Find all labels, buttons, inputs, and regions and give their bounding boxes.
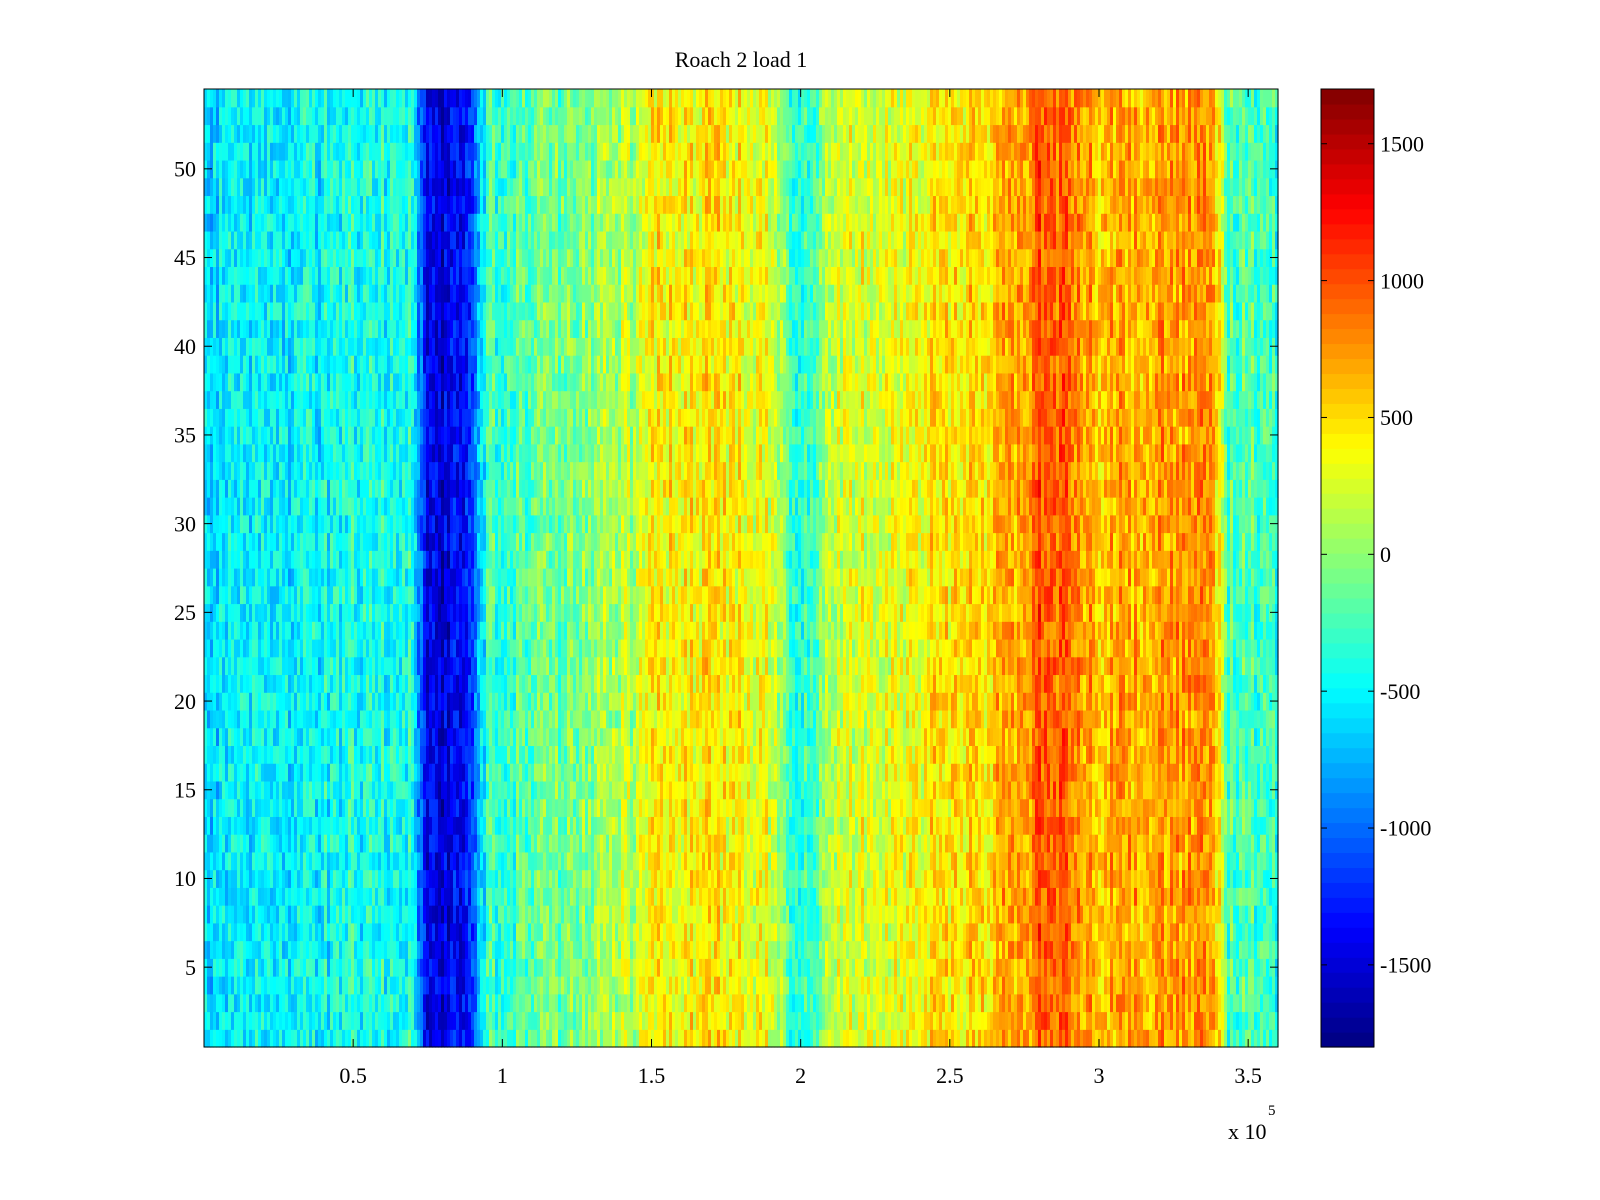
- heatmap-cells: [204, 89, 1279, 1048]
- chart-title: Roach 2 load 1: [675, 47, 808, 72]
